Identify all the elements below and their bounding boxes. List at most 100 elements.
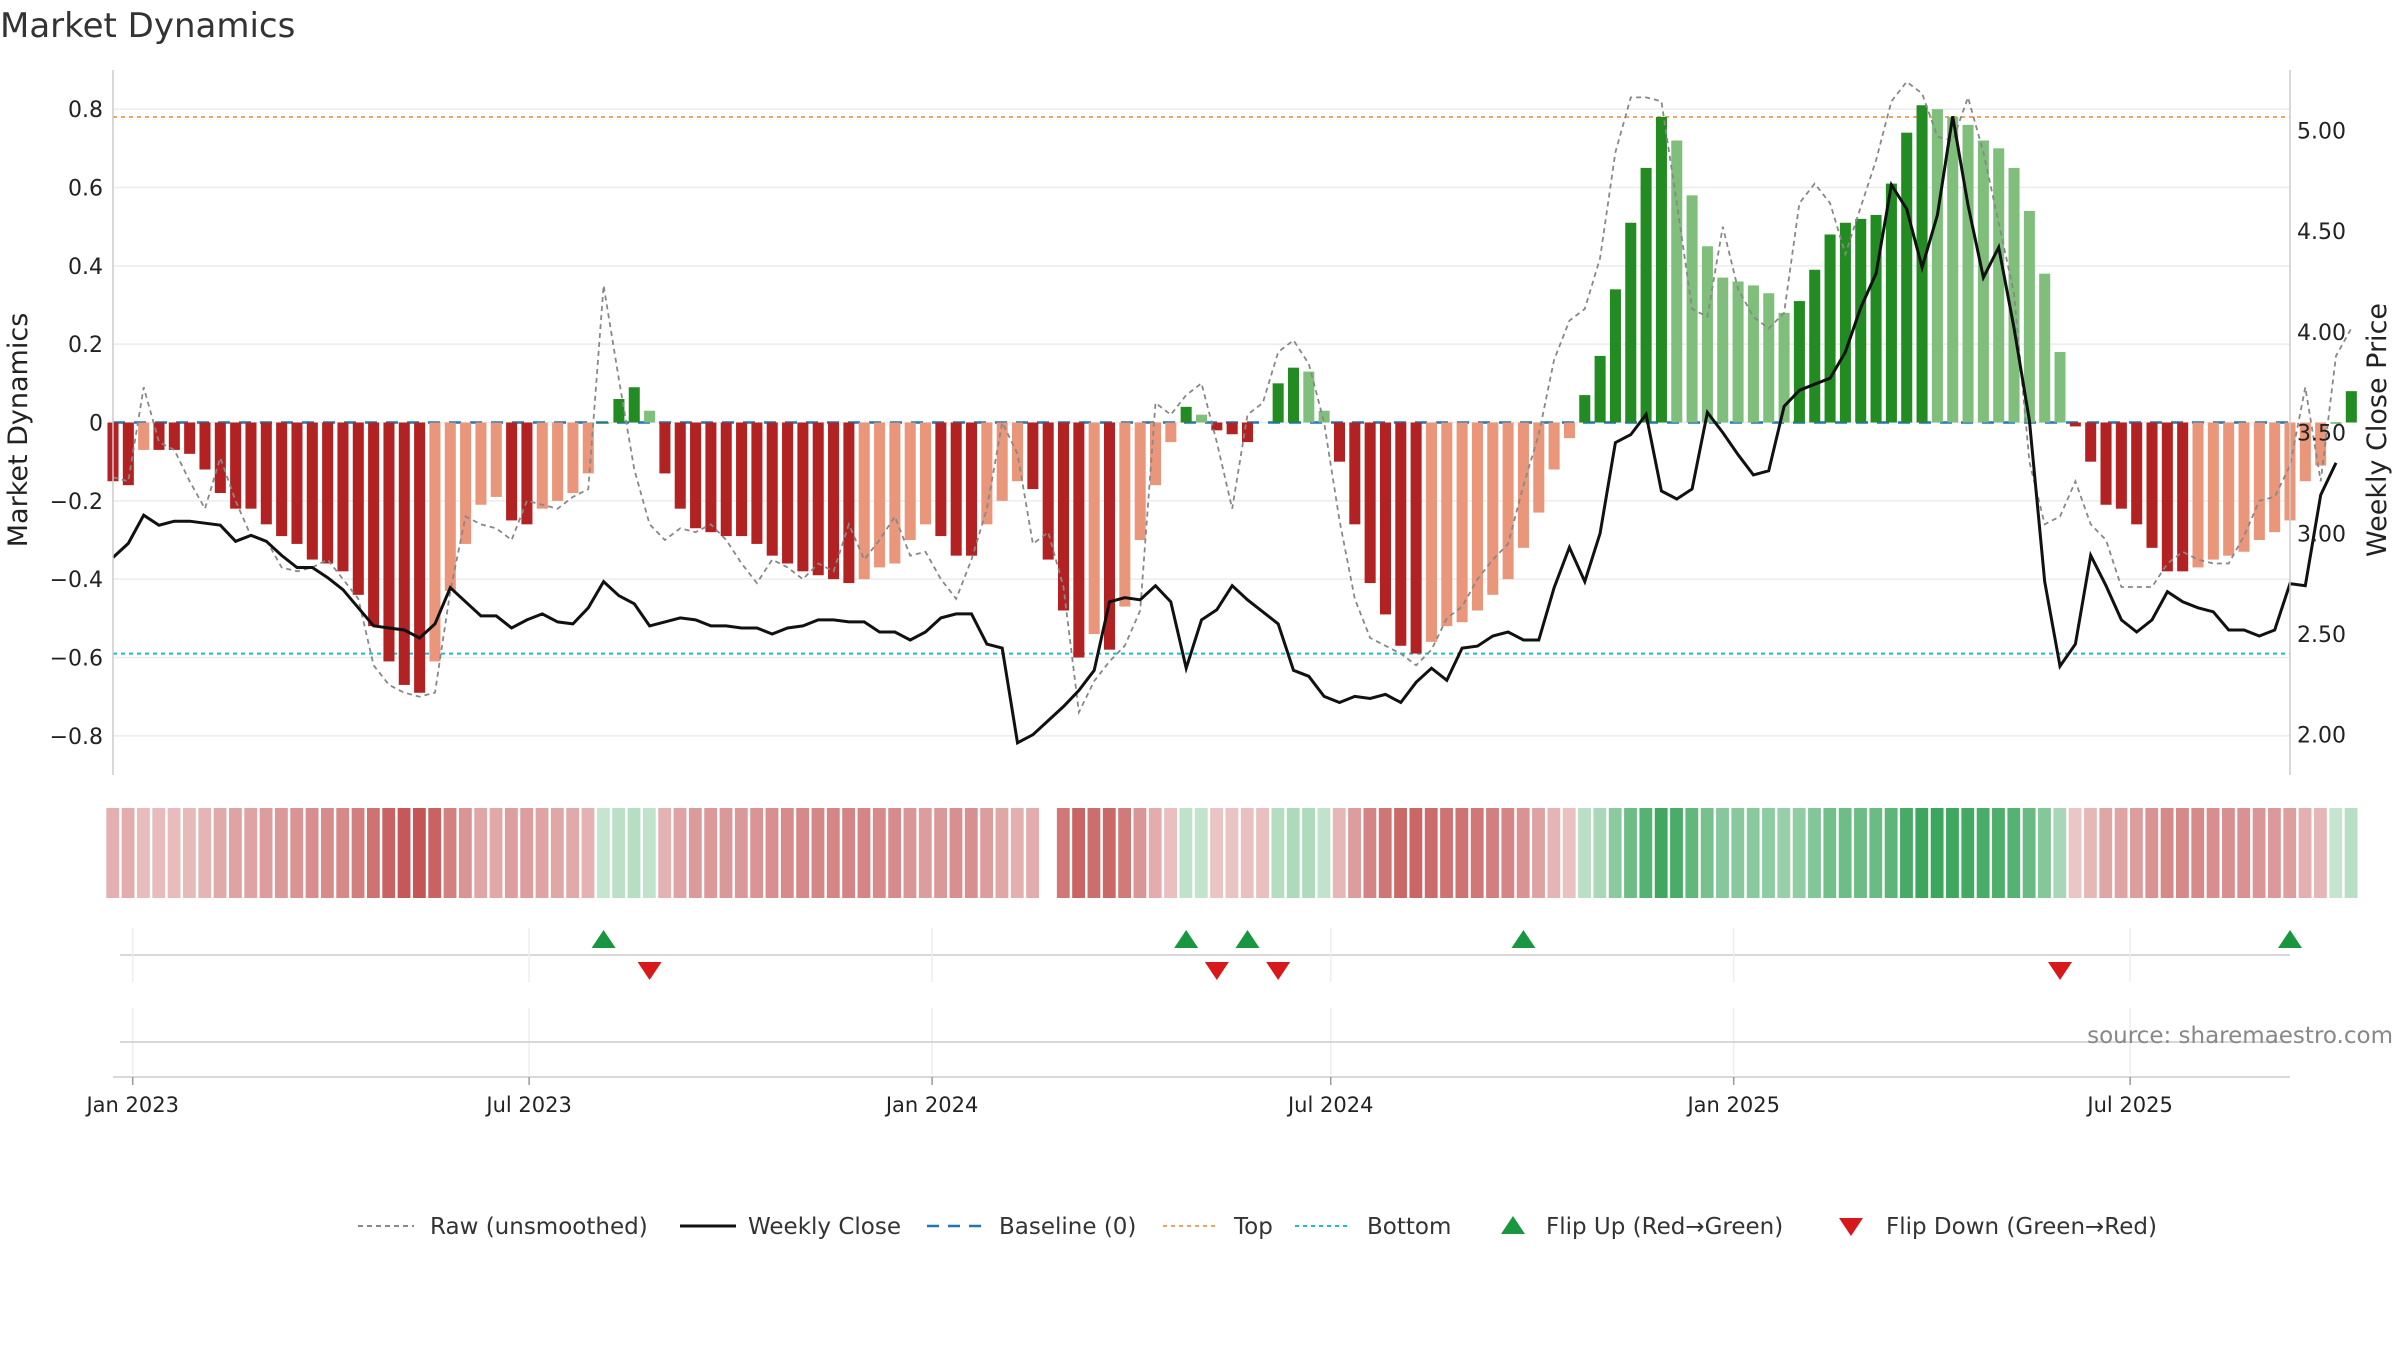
dynamics-bar (352, 422, 364, 595)
flip-up-marker (1174, 930, 1199, 948)
heat-cell (1854, 808, 1867, 898)
dynamics-bar (2192, 422, 2204, 568)
heat-cell (213, 808, 227, 898)
dynamics-bar (1073, 422, 1085, 658)
dynamics-bar (1318, 410, 1330, 423)
heat-cell (504, 808, 518, 898)
dynamics-bar (1027, 422, 1039, 490)
x-tick-label: Jan 2024 (884, 1093, 979, 1117)
dynamics-bar (490, 422, 502, 497)
heat-cell (1654, 808, 1668, 898)
dynamics-bar (1931, 109, 1943, 423)
heat-cell (1225, 808, 1239, 898)
dynamics-bar (644, 410, 656, 423)
right-tick-label: 4.50 (2297, 220, 2346, 245)
heat-cell (2130, 808, 2143, 898)
heat-cell (2038, 808, 2051, 898)
dynamics-bar (843, 422, 855, 584)
heat-cell (351, 808, 365, 898)
heat-cell (1133, 808, 1147, 898)
dynamics-bar (1625, 222, 1637, 423)
heat-cell (903, 808, 917, 898)
heat-cell (1286, 808, 1300, 898)
heat-cell (550, 808, 564, 898)
heat-cell (673, 808, 687, 898)
heat-cell (642, 808, 656, 898)
heat-cell (535, 808, 549, 898)
dynamics-bar (720, 422, 732, 537)
dynamics-bar (950, 422, 962, 556)
heat-cell (1010, 808, 1024, 898)
dynamics-bar (1640, 167, 1652, 423)
dynamics-bar (1395, 422, 1407, 646)
dynamics-bar (1533, 422, 1545, 513)
dynamics-bar (1333, 422, 1345, 462)
dynamics-bar (1364, 422, 1376, 584)
heat-cell (1118, 808, 1132, 898)
heat-cell (750, 808, 764, 898)
heat-cell (443, 808, 457, 898)
left-tick-label: 0.8 (68, 98, 103, 123)
heat-cell (1210, 808, 1223, 898)
dynamics-bar (2330, 422, 2342, 424)
heat-cell (1746, 808, 1760, 898)
heat-cell (2068, 808, 2082, 898)
heat-cell (2022, 808, 2036, 898)
heat-cell (2237, 808, 2251, 898)
heat-cell (1808, 808, 1821, 898)
heat-cell (1884, 808, 1898, 898)
heat-cell (1946, 808, 1959, 898)
heat-cell (811, 808, 825, 898)
dynamics-bar (2069, 422, 2081, 427)
heat-cell (826, 808, 840, 898)
heat-cell (1240, 808, 1254, 898)
legend-swatch (1501, 1216, 1525, 1234)
dynamics-bar (889, 422, 901, 564)
dynamics-bar (567, 422, 579, 493)
heat-cell (1348, 808, 1361, 898)
heat-cell (2084, 808, 2097, 898)
heat-cell (259, 808, 273, 898)
series-lines (111, 80, 2353, 746)
heat-cell (1731, 808, 1745, 898)
heat-cell (704, 808, 718, 898)
dynamics-bar (674, 422, 686, 509)
heat-cell (136, 808, 150, 898)
heat-cell (1394, 808, 1407, 898)
dynamics-bar (2253, 422, 2265, 540)
legend-label: Weekly Close (748, 1214, 901, 1240)
dynamics-bar (1425, 422, 1437, 642)
right-tick-label: 2.50 (2297, 623, 2346, 648)
dynamics-bar (122, 422, 134, 486)
heat-cell (688, 808, 702, 898)
dynamics-bar (1671, 140, 1683, 423)
dynamics-bar (1793, 301, 1805, 423)
heat-cell (106, 808, 120, 898)
heat-cell (305, 808, 319, 898)
heat-cell (520, 808, 534, 898)
dynamics-bar (1609, 289, 1621, 423)
heat-cell (658, 808, 672, 898)
dynamics-bar (1778, 312, 1790, 423)
axes: 0.8 0.6 0.4 0.2 0 −0.2 −0.4 −0.6 −0.8 5.00 4.50 4.0… (50, 70, 2346, 775)
dynamics-bar (398, 422, 410, 685)
flip-up-marker (2278, 930, 2302, 948)
heat-cell (780, 808, 794, 898)
heat-cell (274, 808, 288, 898)
heat-cell (765, 808, 779, 898)
dynamics-bar (1180, 406, 1192, 423)
flip-down-marker (1266, 962, 1291, 980)
heat-cell (2007, 808, 2021, 898)
heat-cell (1516, 808, 1530, 898)
dynamics-bar (736, 422, 748, 537)
dynamics-bar (322, 422, 334, 564)
dynamics-bar (1241, 422, 1254, 443)
heat-cell (412, 808, 426, 898)
left-tick-label: −0.2 (50, 490, 103, 515)
dynamics-bar (1379, 422, 1391, 615)
heat-cell (2176, 808, 2189, 898)
legend-label: Flip Up (Red→Green) (1546, 1214, 1783, 1240)
dynamics-bar (1502, 422, 1514, 580)
flip-up-marker (591, 930, 616, 948)
flip-down-marker (637, 962, 662, 980)
